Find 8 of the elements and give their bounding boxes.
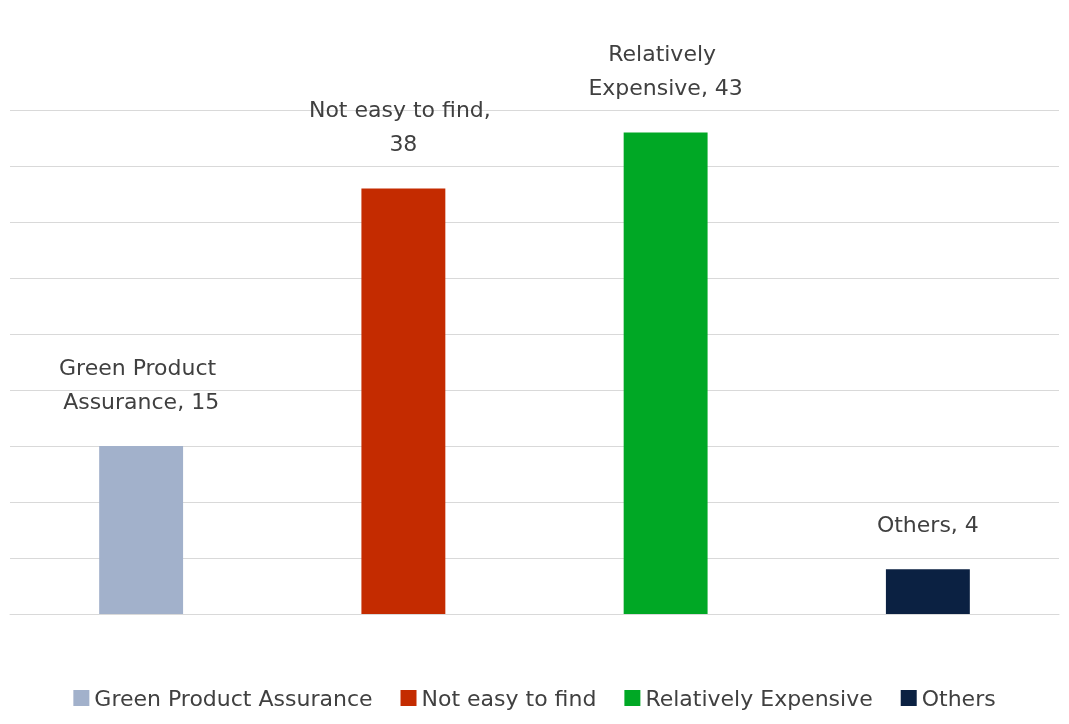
data-label: Not easy to find, 38	[308, 96, 498, 156]
data-label: Others, 4	[876, 511, 979, 537]
legend-label: Green Product Assurance	[94, 685, 373, 711]
legend-label: Others	[921, 685, 996, 711]
data-label: Relatively Expensive, 43	[588, 40, 743, 100]
legend-label: Relatively Expensive	[645, 685, 873, 711]
legend-label: Not easy to find	[421, 685, 597, 711]
data-label: Green Product Assurance, 15	[59, 354, 224, 414]
